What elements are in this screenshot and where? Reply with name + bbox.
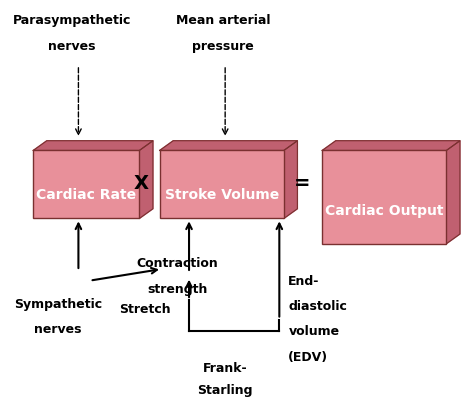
Polygon shape bbox=[322, 141, 460, 150]
Text: Stretch: Stretch bbox=[119, 303, 171, 316]
Text: Contraction: Contraction bbox=[137, 257, 219, 270]
Text: nerves: nerves bbox=[34, 323, 82, 336]
Text: Parasympathetic: Parasympathetic bbox=[12, 14, 131, 27]
Text: diastolic: diastolic bbox=[288, 300, 347, 313]
Text: Cardiac Rate: Cardiac Rate bbox=[36, 188, 137, 202]
Text: Mean arterial: Mean arterial bbox=[176, 14, 270, 27]
Text: (EDV): (EDV) bbox=[288, 350, 328, 364]
Text: X: X bbox=[133, 174, 148, 193]
Polygon shape bbox=[322, 150, 447, 244]
Text: Cardiac Output: Cardiac Output bbox=[325, 204, 444, 218]
Polygon shape bbox=[139, 141, 153, 219]
Text: End-: End- bbox=[288, 275, 320, 288]
Polygon shape bbox=[33, 141, 153, 150]
Text: strength: strength bbox=[147, 283, 208, 296]
Text: volume: volume bbox=[288, 325, 339, 338]
Polygon shape bbox=[33, 150, 139, 219]
Polygon shape bbox=[160, 141, 297, 150]
Text: Stroke Volume: Stroke Volume bbox=[164, 188, 279, 202]
Polygon shape bbox=[447, 141, 460, 244]
Polygon shape bbox=[160, 150, 284, 219]
Text: Starling: Starling bbox=[197, 384, 253, 397]
Text: Sympathetic: Sympathetic bbox=[14, 298, 102, 311]
Polygon shape bbox=[284, 141, 297, 219]
Text: nerves: nerves bbox=[48, 40, 95, 53]
Text: =: = bbox=[294, 174, 310, 193]
Text: pressure: pressure bbox=[192, 40, 254, 53]
Text: Frank-: Frank- bbox=[203, 362, 247, 375]
